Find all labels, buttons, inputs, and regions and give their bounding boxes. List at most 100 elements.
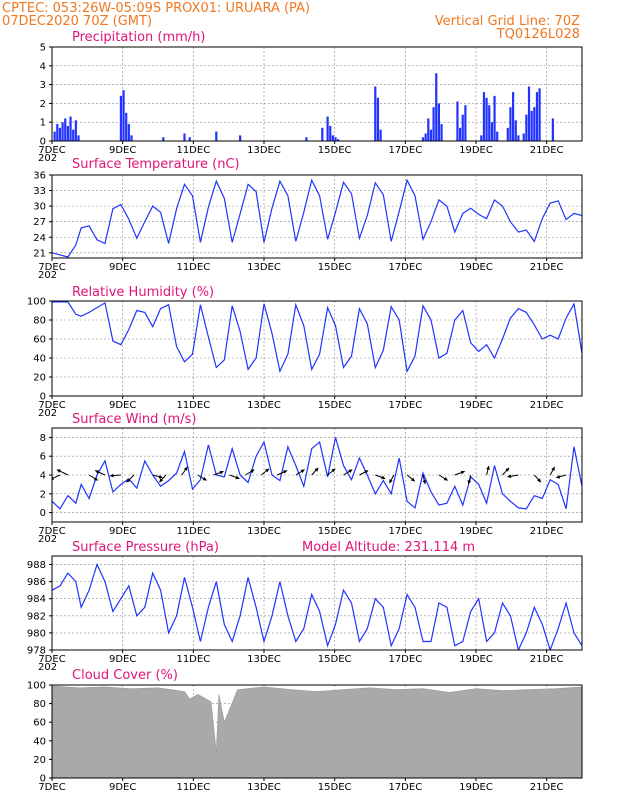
y-tick-label: 40 [33, 736, 46, 747]
precip-bar [329, 125, 332, 141]
x-tick-label: 7DEC [38, 654, 65, 665]
x-tick-label: 9DEC [109, 145, 136, 156]
wind-arrow-head [331, 468, 336, 473]
wind-arrow-head [551, 466, 555, 471]
plot-frame [51, 300, 583, 397]
y-tick-label: 988 [27, 560, 46, 571]
series-group [52, 301, 582, 374]
wind-arrow-head [283, 470, 288, 474]
precip-bar [533, 107, 536, 141]
precip-bar [514, 120, 517, 141]
precip-bar [305, 137, 308, 141]
precip-bar [517, 135, 520, 141]
wind-arrow-head [467, 480, 472, 484]
y-tick-label: 0 [40, 392, 46, 403]
series-group [52, 685, 582, 778]
y-tick-label: 982 [27, 611, 46, 622]
y-tick-label: 100 [27, 681, 46, 692]
precip-bar [459, 127, 462, 141]
y-tick-label: 27 [33, 217, 46, 228]
header-grid-line: Vertical Grid Line: 70Z [435, 14, 580, 29]
precip-bar [119, 95, 122, 141]
precip-bar [512, 92, 515, 141]
precip-bar [509, 107, 512, 141]
precip-bar [125, 112, 128, 141]
y-tick-label: 986 [27, 577, 46, 588]
x-tick-label: 17DEC [388, 654, 422, 665]
wind-arrow-head [422, 480, 427, 484]
panel-6: 0 20 40 60 80 100 7DEC 9DEC 11DEC 13DEC 15DEC 17DEC… [27, 668, 583, 793]
x-tick-label: 19DEC [459, 654, 493, 665]
precip-bar [493, 95, 496, 141]
panel-1: 0 1 2 3 4 5 7DEC 9DEC 11DEC 13DEC 15DEC 17DEC 19DEC 2… [38, 30, 583, 164]
precip-bar [66, 125, 69, 141]
precip-bar [421, 137, 425, 141]
precip-bar [437, 103, 440, 141]
y-tick-label: 20 [33, 373, 46, 384]
wind-arrow-head [486, 466, 490, 470]
header-location: CPTEC: 053:26W-05:09S PROX01: URUARA (PA… [2, 1, 310, 16]
wind-arrow [52, 474, 61, 480]
wind-arrow-head [364, 470, 369, 474]
precip-bar [74, 120, 77, 141]
header-model: TQ0126L028 [496, 27, 580, 42]
precip-bar [427, 118, 430, 141]
year-stub: 202 [38, 662, 57, 673]
series-group [52, 562, 582, 650]
wind-arrow-head [235, 475, 240, 480]
precip-bar [331, 135, 334, 141]
precip-bar [525, 114, 528, 141]
y-tick-label: 3 [40, 80, 46, 91]
wind-arrow-head [56, 469, 61, 473]
precip-bar [376, 97, 380, 141]
precip-bar [326, 116, 329, 141]
precip-bar [464, 105, 467, 141]
precip-bar [506, 127, 509, 141]
x-tick-label: 17DEC [388, 145, 422, 156]
wind-arrow-head [159, 478, 164, 483]
wind-arrow-head [505, 467, 510, 472]
series-line [52, 301, 582, 374]
precip-bar [53, 131, 56, 141]
x-tick-label: 17DEC [388, 782, 422, 793]
series-group [52, 437, 582, 510]
precip-bar [61, 122, 64, 141]
precip-bar [72, 129, 75, 141]
y-tick-label: 984 [27, 594, 46, 605]
y-tick-label: 36 [33, 171, 46, 182]
y-tick-label: 980 [27, 628, 46, 639]
precip-bar [461, 114, 464, 141]
y-tick-label: 60 [33, 335, 46, 346]
precip-bar [162, 137, 165, 141]
x-tick-label: 9DEC [109, 526, 136, 537]
y-tick-label: 20 [33, 755, 46, 766]
y-tick-label: 0 [40, 774, 46, 785]
x-tick-label: 19DEC [459, 400, 493, 411]
y-tick-label: 1 [40, 118, 46, 129]
x-tick-label: 21DEC [530, 400, 564, 411]
precip-bar [429, 129, 433, 141]
precip-bar [337, 139, 340, 141]
y-tick-label: 4 [40, 61, 46, 72]
precip-bar [215, 131, 218, 141]
wind-arrow-head [265, 468, 270, 473]
y-tick-label: 0 [40, 137, 46, 148]
y-tick-label: 60 [33, 718, 46, 729]
x-tick-label: 21DEC [530, 526, 564, 537]
series-line [52, 178, 582, 258]
wind-arrow-head [126, 478, 131, 483]
y-tick-label: 30 [33, 202, 46, 213]
x-tick-label: 13DEC [247, 400, 281, 411]
precip-bar [188, 137, 191, 141]
precip-bar [482, 92, 486, 141]
wind-arrow-head [95, 470, 100, 474]
wind-arrow-head [314, 467, 319, 472]
year-stub: 202 [38, 408, 57, 419]
precip-bar [488, 105, 491, 141]
panel-3: 0 20 40 60 80 100 7DEC 9DEC 11DEC 13DEC 15DEC 17DEC… [27, 285, 583, 419]
x-tick-label: 7DEC [38, 262, 65, 273]
x-tick-label: 13DEC [247, 654, 281, 665]
precip-bar [239, 135, 242, 141]
x-tick-label: 19DEC [459, 782, 493, 793]
precip-bar [496, 131, 499, 141]
